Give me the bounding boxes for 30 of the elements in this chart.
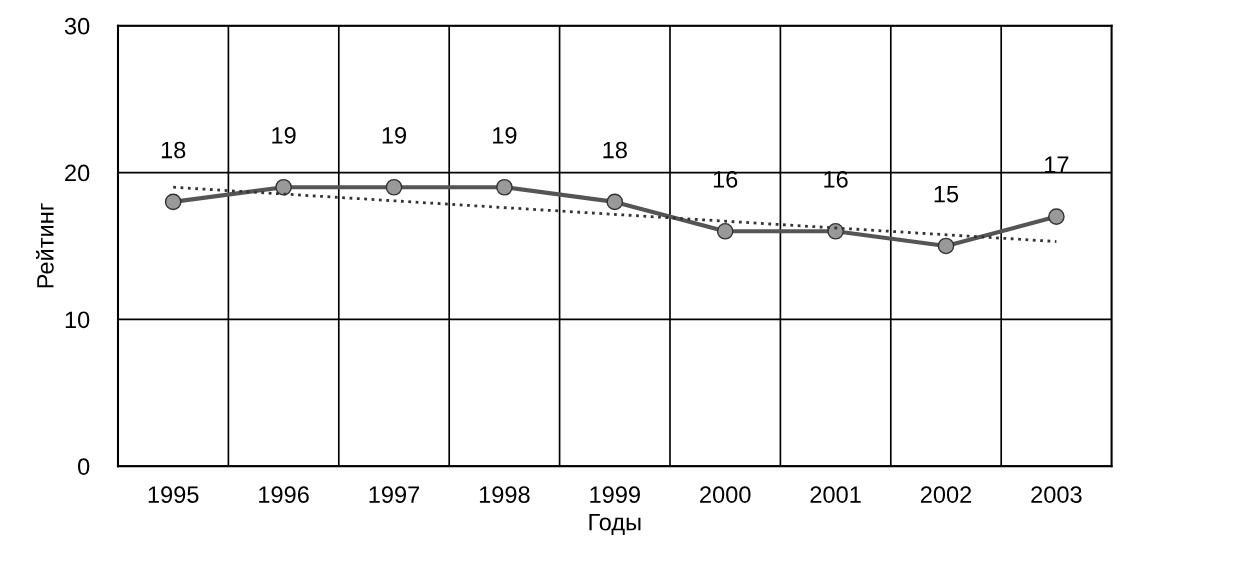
point [275, 178, 292, 196]
point [937, 237, 955, 255]
y-tick-label: 30 [64, 17, 90, 35]
x-tick-label: 2003 [1031, 486, 1082, 503]
data-label: 18 [161, 141, 186, 159]
x-tick-label: 1998 [479, 486, 530, 503]
x-tick-label: 2000 [700, 486, 751, 503]
data-label: 19 [272, 126, 296, 144]
x-tick-label: 2001 [810, 486, 861, 503]
x-tick-label: 1995 [148, 486, 199, 503]
x-tick-label: 1996 [259, 486, 309, 503]
data-label: 15 [934, 185, 959, 203]
y-tick-label: 10 [65, 311, 90, 329]
point [496, 178, 513, 196]
y-axis-title: Рейтинг [35, 203, 54, 288]
y-tick-label: 20 [65, 164, 90, 182]
data-label: 19 [493, 126, 517, 144]
point [385, 178, 403, 196]
data-label: 18 [603, 141, 627, 159]
x-axis-title: Годы [589, 514, 641, 535]
point [1048, 208, 1065, 225]
data-label: 19 [382, 126, 406, 144]
point [606, 193, 624, 211]
x-tick-label: 2002 [920, 486, 972, 503]
x-tick-label: 1999 [590, 486, 640, 503]
point [164, 193, 182, 211]
point [827, 222, 844, 240]
y-tick-label: 0 [78, 458, 90, 475]
point [716, 222, 734, 240]
x-tick-label: 1997 [369, 486, 420, 503]
